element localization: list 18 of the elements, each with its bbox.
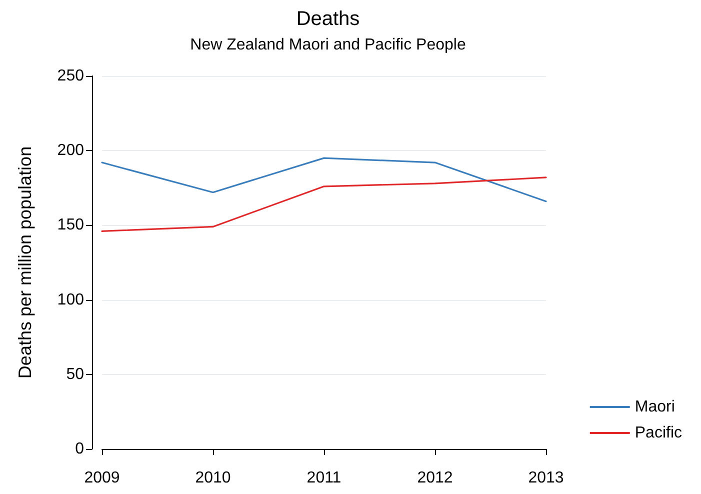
y-axis-title: Deaths per million population [15,146,35,379]
x-tick-label: 2013 [528,470,564,486]
line-series [101,176,547,232]
y-tick-label: 250 [57,68,84,84]
x-tick-label: 2011 [306,470,342,486]
x-tick-label: 2010 [195,470,231,486]
chart-title: Deaths [296,8,360,30]
chart-subtitle: New Zealand Maori and Pacific People [190,36,466,54]
legend-label: Maori [634,398,675,416]
x-tick-label: 2009 [84,470,120,486]
y-tick-label: 200 [57,142,84,160]
line-series [101,157,547,202]
y-tick-label: 50 [66,366,84,383]
legend-label: Pacific [634,424,682,442]
y-tick-label: 100 [57,291,84,308]
y-tick-label: 150 [57,216,84,234]
y-tick-label: 0 [75,440,84,458]
x-tick-label: 2012 [417,470,453,486]
